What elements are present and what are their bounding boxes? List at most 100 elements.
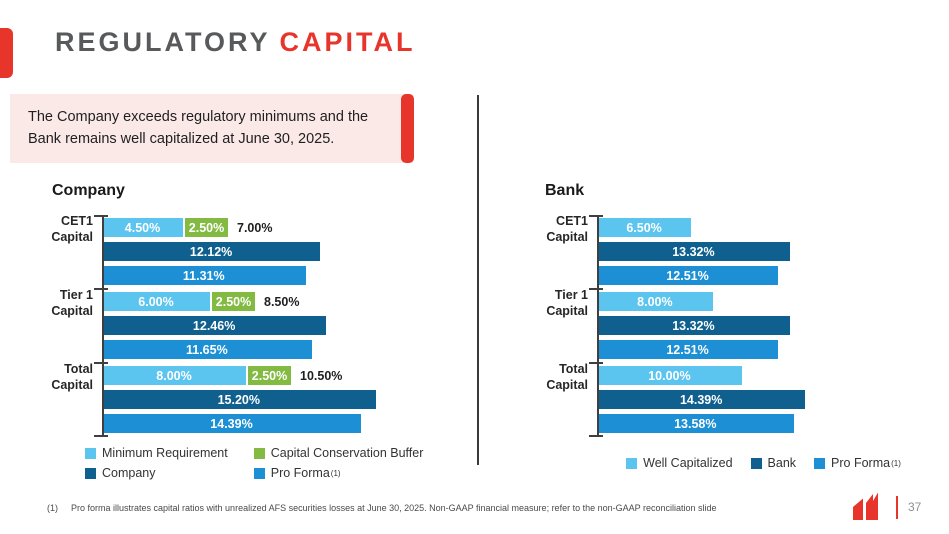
bar-total-label: 7.00% — [237, 220, 273, 235]
bar-row: 6.50% — [597, 218, 930, 237]
logo-divider-line — [896, 496, 898, 519]
company-legend: Minimum Requirement Capital Conservation … — [85, 446, 423, 480]
bar-row: 14.39% — [597, 390, 930, 409]
company-chart-title: Company — [52, 182, 125, 199]
category-group: Total Capital 10.00% 14.39% 13.58% — [520, 362, 930, 437]
category-group: CET1 Capital 6.50% 13.32% 12.51% — [520, 214, 930, 289]
bar-value-label: 6.00% — [138, 294, 174, 309]
bar-value-label: 11.65% — [185, 342, 228, 357]
bank-chart-title: Bank — [545, 182, 585, 199]
category-group: Total Capital 8.00% 2.50% 10.50% 15.20% 14.39… — [30, 362, 462, 437]
legend-swatch — [253, 467, 265, 479]
legend-swatch — [814, 457, 826, 469]
bar-segment-pro-forma: 11.31% — [102, 266, 306, 285]
bar-row: 10.00% — [597, 366, 930, 385]
legend-label: Minimum Requirement — [102, 446, 228, 460]
legend-item-company: Company — [85, 466, 228, 480]
axis-tick — [94, 362, 108, 364]
bar-row: 4.50% 2.50% 7.00% — [102, 218, 462, 237]
category-bars: 4.50% 2.50% 7.00% 12.12% 11.31% — [102, 215, 462, 289]
bar-segment-bank: 14.39% — [597, 390, 806, 409]
axis-tick — [94, 215, 108, 217]
bar-value-label: 2.50% — [188, 220, 225, 235]
axis-tick — [589, 215, 603, 217]
bar-value-label: 13.32% — [672, 318, 715, 333]
callout-line-2: Bank remains well capitalized at June 30… — [28, 130, 335, 147]
bar-row: 14.39% — [102, 414, 462, 433]
category-bars: 6.50% 13.32% 12.51% — [597, 215, 930, 289]
footnote: (1) Pro forma illustrates capital ratios… — [47, 503, 717, 513]
bar-value-label: 12.12% — [189, 244, 233, 259]
bar-row: 12.51% — [597, 266, 930, 285]
vertical-divider — [477, 95, 479, 465]
legend-swatch — [85, 467, 96, 479]
bar-segment-company: 15.20% — [102, 390, 376, 409]
category-label: Tier 1 Capital — [546, 288, 588, 318]
legend-item-minimum-requirement: Minimum Requirement — [85, 446, 228, 460]
category-label: Total Capital — [546, 362, 588, 392]
bar-segment-pro-forma: 14.39% — [102, 414, 362, 433]
bar-row: 8.00% — [597, 292, 930, 311]
bar-value-label: 14.39% — [210, 416, 253, 431]
legend-footnote-ref: (1) — [330, 468, 341, 478]
legend-label: Company — [102, 466, 156, 480]
y-axis-line — [597, 215, 599, 437]
page-title-primary: REGULATORY — [55, 27, 271, 57]
category-bars: 8.00% 13.32% 12.51% — [597, 289, 930, 363]
bar-segment-minimum-requirement: 6.00% — [102, 292, 210, 311]
bar-segment-company: 12.12% — [102, 242, 321, 261]
axis-tick — [589, 362, 603, 364]
category-label: Tier 1 Capital — [51, 288, 93, 318]
bar-value-label: 4.50% — [124, 220, 161, 235]
bar-segment-bank: 13.32% — [597, 242, 790, 261]
callout-red-accent-bar — [401, 94, 414, 163]
bar-row: 13.32% — [597, 316, 930, 335]
bar-segment-company: 12.46% — [102, 316, 327, 335]
category-label: CET1 Capital — [51, 214, 93, 244]
category-bars: 10.00% 14.39% 13.58% — [597, 363, 930, 437]
bar-value-label: 2.50% — [251, 368, 288, 383]
bar-value-label: 14.39% — [679, 392, 723, 407]
bar-segment-pro-forma: 11.65% — [102, 340, 312, 359]
category-group: CET1 Capital 4.50% 2.50% 7.00% 12.12% 11.31% — [30, 214, 462, 289]
footnote-text: Pro forma illustrates capital ratios wit… — [71, 503, 717, 513]
legend-label: Bank — [767, 456, 797, 470]
page-number: 37 — [908, 500, 922, 514]
company-logo-icon — [851, 491, 885, 521]
bar-row: 11.31% — [102, 266, 462, 285]
bar-segment-capital-conservation-buffer: 2.50% — [246, 366, 291, 385]
legend-label: Pro Forma — [270, 466, 330, 480]
bar-segment-well-capitalized: 10.00% — [597, 366, 742, 385]
legend-item-pro-forma: Pro Forma (1) — [253, 466, 424, 480]
bar-value-label: 2.50% — [215, 294, 252, 309]
bar-value-label: 8.00% — [637, 294, 673, 309]
category-bars: 8.00% 2.50% 10.50% 15.20% 14.39% — [102, 363, 462, 437]
bar-row: 8.00% 2.50% 10.50% — [102, 366, 462, 385]
category-group: Tier 1 Capital 6.00% 2.50% 8.50% 12.46% 11.65… — [30, 288, 462, 363]
bar-total-label: 10.50% — [300, 368, 343, 383]
category-label: CET1 Capital — [546, 214, 588, 244]
bar-row: 12.51% — [597, 340, 930, 359]
legend-label: Capital Conservation Buffer — [270, 446, 424, 460]
axis-tick — [589, 288, 603, 290]
legend-swatch — [85, 447, 96, 459]
bar-row: 13.58% — [597, 414, 930, 433]
bar-total-label: 8.50% — [264, 294, 300, 309]
bar-value-label: 13.32% — [672, 244, 715, 259]
company-chart: CET1 Capital 4.50% 2.50% 7.00% 12.12% 11.31% T… — [30, 214, 462, 437]
bar-value-label: 12.51% — [666, 342, 709, 357]
bar-segment-pro-forma: 12.51% — [597, 266, 779, 285]
y-axis-line — [102, 215, 104, 437]
bank-legend: Well Capitalized Bank Pro Forma (1) — [597, 456, 930, 470]
axis-tick — [589, 435, 603, 437]
axis-tick — [94, 435, 108, 437]
bar-value-label: 15.20% — [217, 392, 260, 407]
bar-value-label: 13.58% — [674, 416, 717, 431]
bar-segment-minimum-requirement: 4.50% — [102, 218, 183, 237]
bar-value-label: 8.00% — [156, 368, 192, 383]
category-group: Tier 1 Capital 8.00% 13.32% 12.51% — [520, 288, 930, 363]
bar-row: 11.65% — [102, 340, 462, 359]
callout-box: The Company exceeds regulatory minimums … — [10, 94, 414, 163]
bar-segment-well-capitalized: 6.50% — [597, 218, 692, 237]
